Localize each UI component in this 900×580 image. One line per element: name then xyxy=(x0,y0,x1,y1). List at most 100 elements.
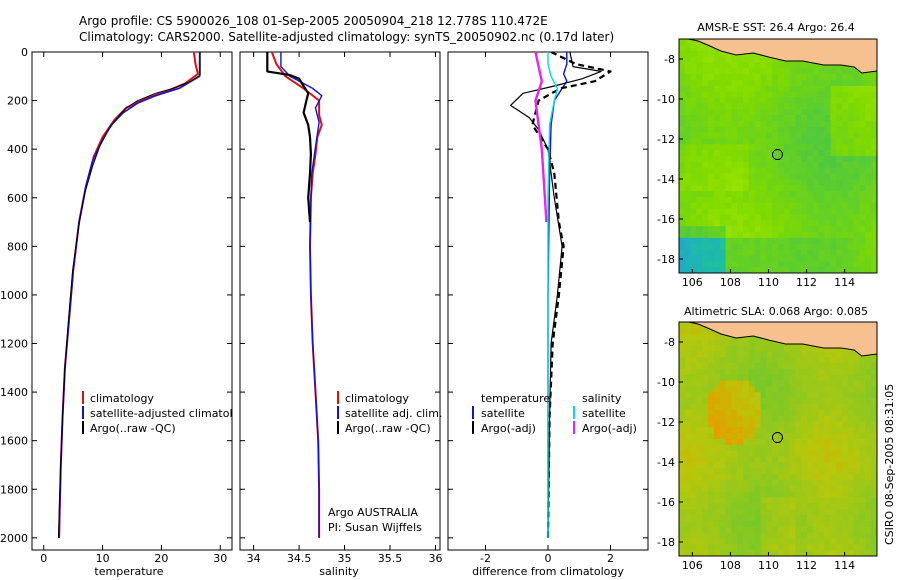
map-cell xyxy=(830,538,837,545)
map-cell xyxy=(708,479,715,487)
map-cell xyxy=(795,526,802,533)
map-cell xyxy=(754,339,761,346)
legend-text: satellite xyxy=(481,407,525,420)
map-cell xyxy=(853,403,860,411)
map-cell xyxy=(754,526,761,533)
map-cell xyxy=(859,374,866,381)
map-cell xyxy=(853,115,860,122)
map-cell xyxy=(789,515,796,522)
map-cell xyxy=(679,132,686,139)
map-cell xyxy=(871,456,877,463)
map-cell xyxy=(725,267,732,273)
map-cell xyxy=(713,97,721,104)
map-cell xyxy=(853,468,860,475)
map-cell xyxy=(818,374,825,381)
map-cell xyxy=(690,243,697,250)
map-cell xyxy=(865,243,872,250)
map-cell xyxy=(836,179,843,186)
map-cell xyxy=(853,509,860,516)
map-cell xyxy=(731,220,738,227)
map-cell xyxy=(812,550,820,556)
sst-map-field xyxy=(679,39,877,273)
map-cell xyxy=(696,403,703,411)
map-cell xyxy=(795,421,802,428)
map-cell xyxy=(795,450,802,457)
map-cell xyxy=(708,68,715,75)
map-cell xyxy=(789,421,796,428)
map-cell xyxy=(824,532,831,539)
map-cell xyxy=(731,74,738,81)
map-cell xyxy=(778,427,785,434)
map-cell xyxy=(696,232,703,239)
map-cell xyxy=(783,173,791,180)
map-cell xyxy=(708,538,715,545)
map-cell xyxy=(719,550,726,556)
map-cell xyxy=(789,255,796,262)
map-cell xyxy=(748,132,756,139)
map-cell xyxy=(842,267,849,273)
map-cell xyxy=(731,103,738,110)
map-cell xyxy=(801,161,808,169)
map-cell xyxy=(748,126,756,133)
map-cell xyxy=(702,456,709,463)
map-cell xyxy=(725,380,732,387)
map-cell xyxy=(713,544,721,551)
map-cell xyxy=(847,351,855,358)
map-cell xyxy=(684,433,692,440)
map-cell xyxy=(859,109,866,116)
map-cell xyxy=(719,132,726,139)
map-cell xyxy=(679,345,686,352)
map-cell xyxy=(702,485,709,493)
map-cell xyxy=(713,415,721,422)
map-cell xyxy=(795,144,802,151)
map-cell xyxy=(737,351,744,358)
map-cell xyxy=(679,120,686,128)
map-cell xyxy=(713,214,721,221)
map-cell xyxy=(842,503,849,510)
map-cell xyxy=(713,421,721,428)
map-cell xyxy=(830,433,837,440)
map-cell xyxy=(754,243,761,250)
series-line xyxy=(547,52,568,538)
map-cell xyxy=(708,202,715,210)
map-cell xyxy=(842,226,849,233)
map-cell xyxy=(778,380,785,387)
map-cell xyxy=(690,450,697,457)
map-cell xyxy=(778,526,785,533)
map-cell xyxy=(737,503,744,510)
map-cell xyxy=(830,474,837,481)
map-cell xyxy=(818,156,825,163)
map-cell xyxy=(772,132,779,139)
map-cell xyxy=(871,444,877,452)
map-cell xyxy=(754,214,761,221)
map-cell xyxy=(737,392,744,399)
map-cell xyxy=(853,237,860,245)
map-cell xyxy=(708,62,715,69)
map-cell xyxy=(783,232,791,239)
map-cell xyxy=(725,126,732,133)
map-cell xyxy=(842,357,849,364)
map-cell xyxy=(865,261,872,268)
map-cell xyxy=(818,261,825,268)
map-cell xyxy=(737,196,744,204)
map-cell xyxy=(807,232,814,239)
map-cell xyxy=(836,68,843,75)
map-cell xyxy=(696,150,703,157)
map-cell xyxy=(830,196,837,204)
map-cell xyxy=(812,267,820,273)
map-cell xyxy=(696,191,703,198)
map-cell xyxy=(737,185,744,192)
map-cell xyxy=(830,79,837,87)
map-cell xyxy=(743,202,750,210)
map-cell xyxy=(713,243,721,250)
x-tick-label: 0 xyxy=(40,552,47,565)
map-cell xyxy=(760,462,767,469)
map-cell xyxy=(737,126,744,133)
map-cell xyxy=(871,468,877,475)
map-cell xyxy=(865,232,872,239)
map-cell xyxy=(713,202,721,210)
map-cell xyxy=(748,56,756,63)
map-cell xyxy=(847,226,855,233)
map-cell xyxy=(731,150,738,157)
map-cell xyxy=(708,374,715,381)
